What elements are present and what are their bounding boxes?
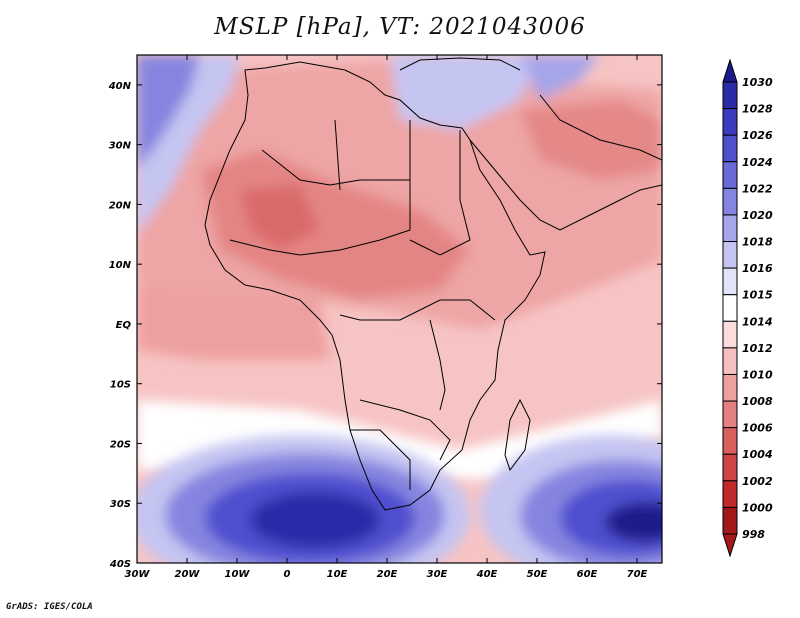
colorbar-segment xyxy=(722,81,738,110)
colorbar-label: 1022 xyxy=(742,182,773,195)
colorbar-label: 1020 xyxy=(742,209,773,222)
lon-tick-label: 30E xyxy=(427,569,448,580)
footer-credit: GrADS: IGES/COLA xyxy=(6,602,93,612)
lat-tick-label: EQ xyxy=(116,320,132,331)
colorbar-segment xyxy=(722,453,738,482)
colorbar-segment xyxy=(722,187,738,216)
lat-tick-label: 20N xyxy=(109,200,132,211)
lon-tick-label: 60E xyxy=(577,569,598,580)
colorbar-label: 1016 xyxy=(742,262,773,275)
colorbar-label: 1030 xyxy=(742,76,773,89)
lon-tick-label: 10E xyxy=(327,569,348,580)
colorbar-segment xyxy=(722,400,738,429)
colorbar-arrow-top xyxy=(722,58,738,83)
colorbar-label: 1014 xyxy=(742,315,773,328)
lat-tick-label: 30N xyxy=(109,141,132,152)
colorbar-segment xyxy=(722,241,738,269)
lon-tick-label: 20E xyxy=(377,569,398,580)
colorbar-segment xyxy=(722,108,738,136)
coastlines xyxy=(204,57,662,511)
colorbar-label: 998 xyxy=(742,528,765,541)
colorbar-segment xyxy=(722,294,738,322)
map-frame xyxy=(136,54,663,564)
colorbar-arrow-bottom xyxy=(722,533,738,558)
colorbar-segment xyxy=(722,506,738,535)
colorbar-label: 1002 xyxy=(742,475,773,488)
colorbar: 1030 1028 1026 1024 1022 1020 1018 1016 1015 1014… xyxy=(722,58,773,558)
colorbar-segment xyxy=(722,480,738,508)
lat-tick-label: 10N xyxy=(109,260,132,271)
axis-ticks: 30W 20W 10W 0 10E 20E 30E 40E 50E 60E 70E 40N 30N 20N… xyxy=(108,55,662,580)
lat-tick-label: 30S xyxy=(110,499,131,510)
colorbar-segment xyxy=(722,267,738,296)
colorbar-segment xyxy=(722,134,738,163)
colorbar-label: 1012 xyxy=(742,342,773,355)
colorbar-segment xyxy=(722,320,738,349)
colorbar-label: 1026 xyxy=(742,129,773,142)
lon-tick-label: 30W xyxy=(125,569,151,580)
colorbar-label: 1028 xyxy=(742,103,773,116)
colorbar-label: 1006 xyxy=(742,422,773,435)
colorbar-label: 1015 xyxy=(742,289,773,302)
lon-tick-label: 0 xyxy=(284,569,291,580)
lon-tick-label: 20W xyxy=(175,569,201,580)
lon-tick-label: 50E xyxy=(527,569,548,580)
colorbar-label: 1004 xyxy=(742,448,773,461)
colorbar-segment xyxy=(722,161,738,189)
lat-tick-label: 40N xyxy=(108,81,132,92)
colorbar-label: 1008 xyxy=(742,395,773,408)
colorbar-segment xyxy=(722,373,738,402)
colorbar-label: 1000 xyxy=(742,501,773,514)
colorbar-segment xyxy=(722,214,738,243)
lon-tick-label: 10W xyxy=(225,569,251,580)
colorbar-label: 1010 xyxy=(742,368,773,381)
lat-tick-label: 40S xyxy=(109,559,131,570)
colorbar-label: 1024 xyxy=(742,156,773,169)
lat-tick-label: 10S xyxy=(110,380,131,391)
pressure-field xyxy=(137,55,662,563)
lon-tick-label: 40E xyxy=(476,569,498,580)
colorbar-label: 1018 xyxy=(742,236,773,249)
map-title: MSLP [hPa], VT: 2021043006 xyxy=(214,14,586,40)
lat-tick-label: 20S xyxy=(110,439,131,450)
colorbar-segment xyxy=(722,347,738,375)
colorbar-segment xyxy=(722,427,738,455)
lon-tick-label: 70E xyxy=(627,569,648,580)
